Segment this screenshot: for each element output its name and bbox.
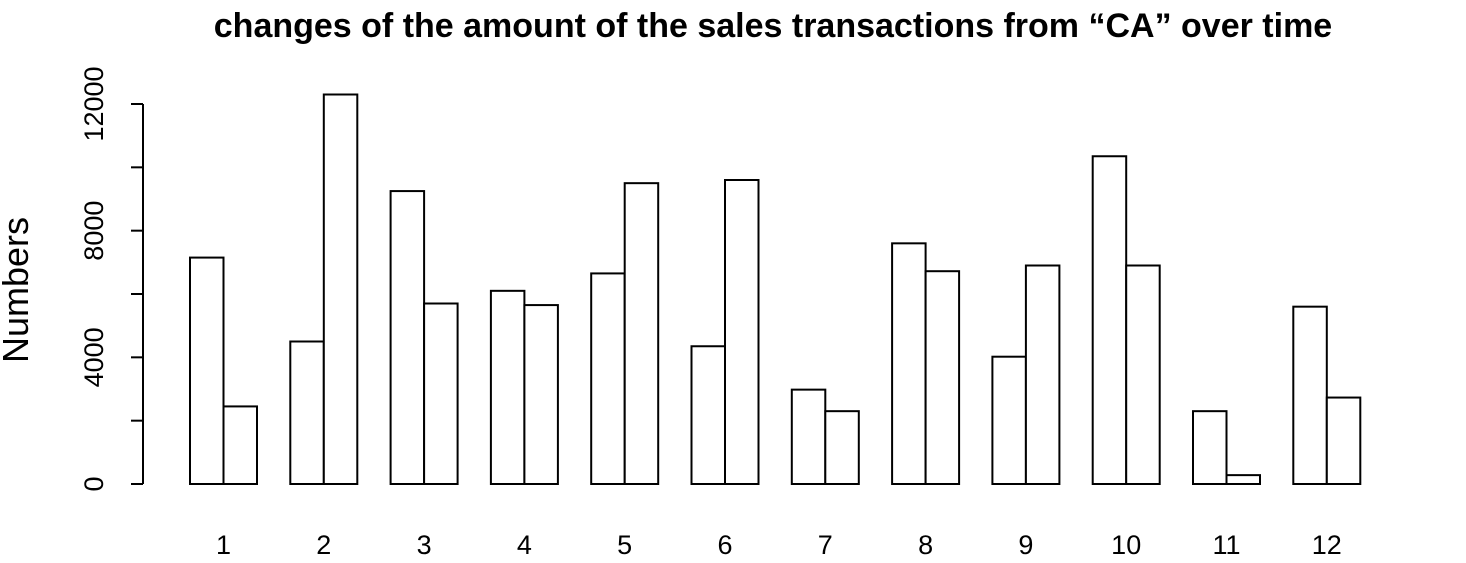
bar-6-series-1 bbox=[690, 345, 726, 485]
bar-7-series-2 bbox=[824, 410, 860, 485]
bar-2-series-1 bbox=[289, 340, 325, 485]
chart-title: changes of the amount of the sales trans… bbox=[214, 7, 1332, 45]
y-axis: 0 4000 8000 12000 bbox=[79, 66, 144, 492]
bar-2-series-2 bbox=[322, 93, 359, 485]
x-tick-label: 8 bbox=[918, 530, 933, 560]
bar-6-series-2 bbox=[724, 179, 760, 485]
bar-7-series-1 bbox=[790, 388, 827, 485]
bar-5-series-1 bbox=[590, 272, 626, 485]
bar-3-series-2 bbox=[423, 302, 459, 485]
bar-5-series-2 bbox=[623, 182, 660, 486]
x-tick-label: 2 bbox=[316, 530, 331, 560]
bar-1-series-2 bbox=[222, 405, 258, 485]
y-axis-label: Numbers bbox=[0, 217, 36, 363]
bar-8-series-2 bbox=[924, 270, 961, 486]
bar-12-series-2 bbox=[1325, 396, 1362, 485]
bar-9-series-2 bbox=[1024, 264, 1061, 485]
bars bbox=[189, 93, 1362, 486]
x-tick-label: 12 bbox=[1312, 530, 1342, 560]
bar-11-series-1 bbox=[1192, 410, 1228, 485]
x-axis-labels: 1 2 3 4 5 6 7 8 9 10 11 12 bbox=[216, 530, 1342, 560]
y-tick-label: 8000 bbox=[79, 201, 109, 261]
y-tick-label: 12000 bbox=[79, 66, 109, 141]
bar-3-series-1 bbox=[389, 190, 426, 485]
x-tick-label: 11 bbox=[1212, 530, 1240, 560]
bar-8-series-1 bbox=[891, 242, 927, 485]
bar-10-series-1 bbox=[1091, 155, 1128, 485]
bar-1-series-1 bbox=[189, 256, 225, 486]
y-tick-label: 0 bbox=[79, 476, 109, 491]
x-tick-label: 3 bbox=[417, 530, 432, 560]
x-tick-label: 6 bbox=[717, 530, 732, 560]
x-tick-label: 1 bbox=[216, 530, 231, 560]
bar-4-series-2 bbox=[523, 304, 559, 486]
bar-11-series-2 bbox=[1225, 474, 1261, 485]
x-tick-label: 7 bbox=[818, 530, 833, 560]
x-tick-label: 5 bbox=[617, 530, 632, 560]
bar-12-series-1 bbox=[1292, 305, 1328, 485]
x-tick-label: 9 bbox=[1018, 530, 1033, 560]
x-tick-label: 4 bbox=[517, 530, 532, 560]
x-tick-label: 10 bbox=[1111, 530, 1141, 560]
bar-10-series-2 bbox=[1125, 264, 1161, 485]
bar-4-series-1 bbox=[489, 289, 526, 486]
bar-9-series-1 bbox=[991, 355, 1027, 486]
y-tick-label: 4000 bbox=[79, 327, 109, 387]
